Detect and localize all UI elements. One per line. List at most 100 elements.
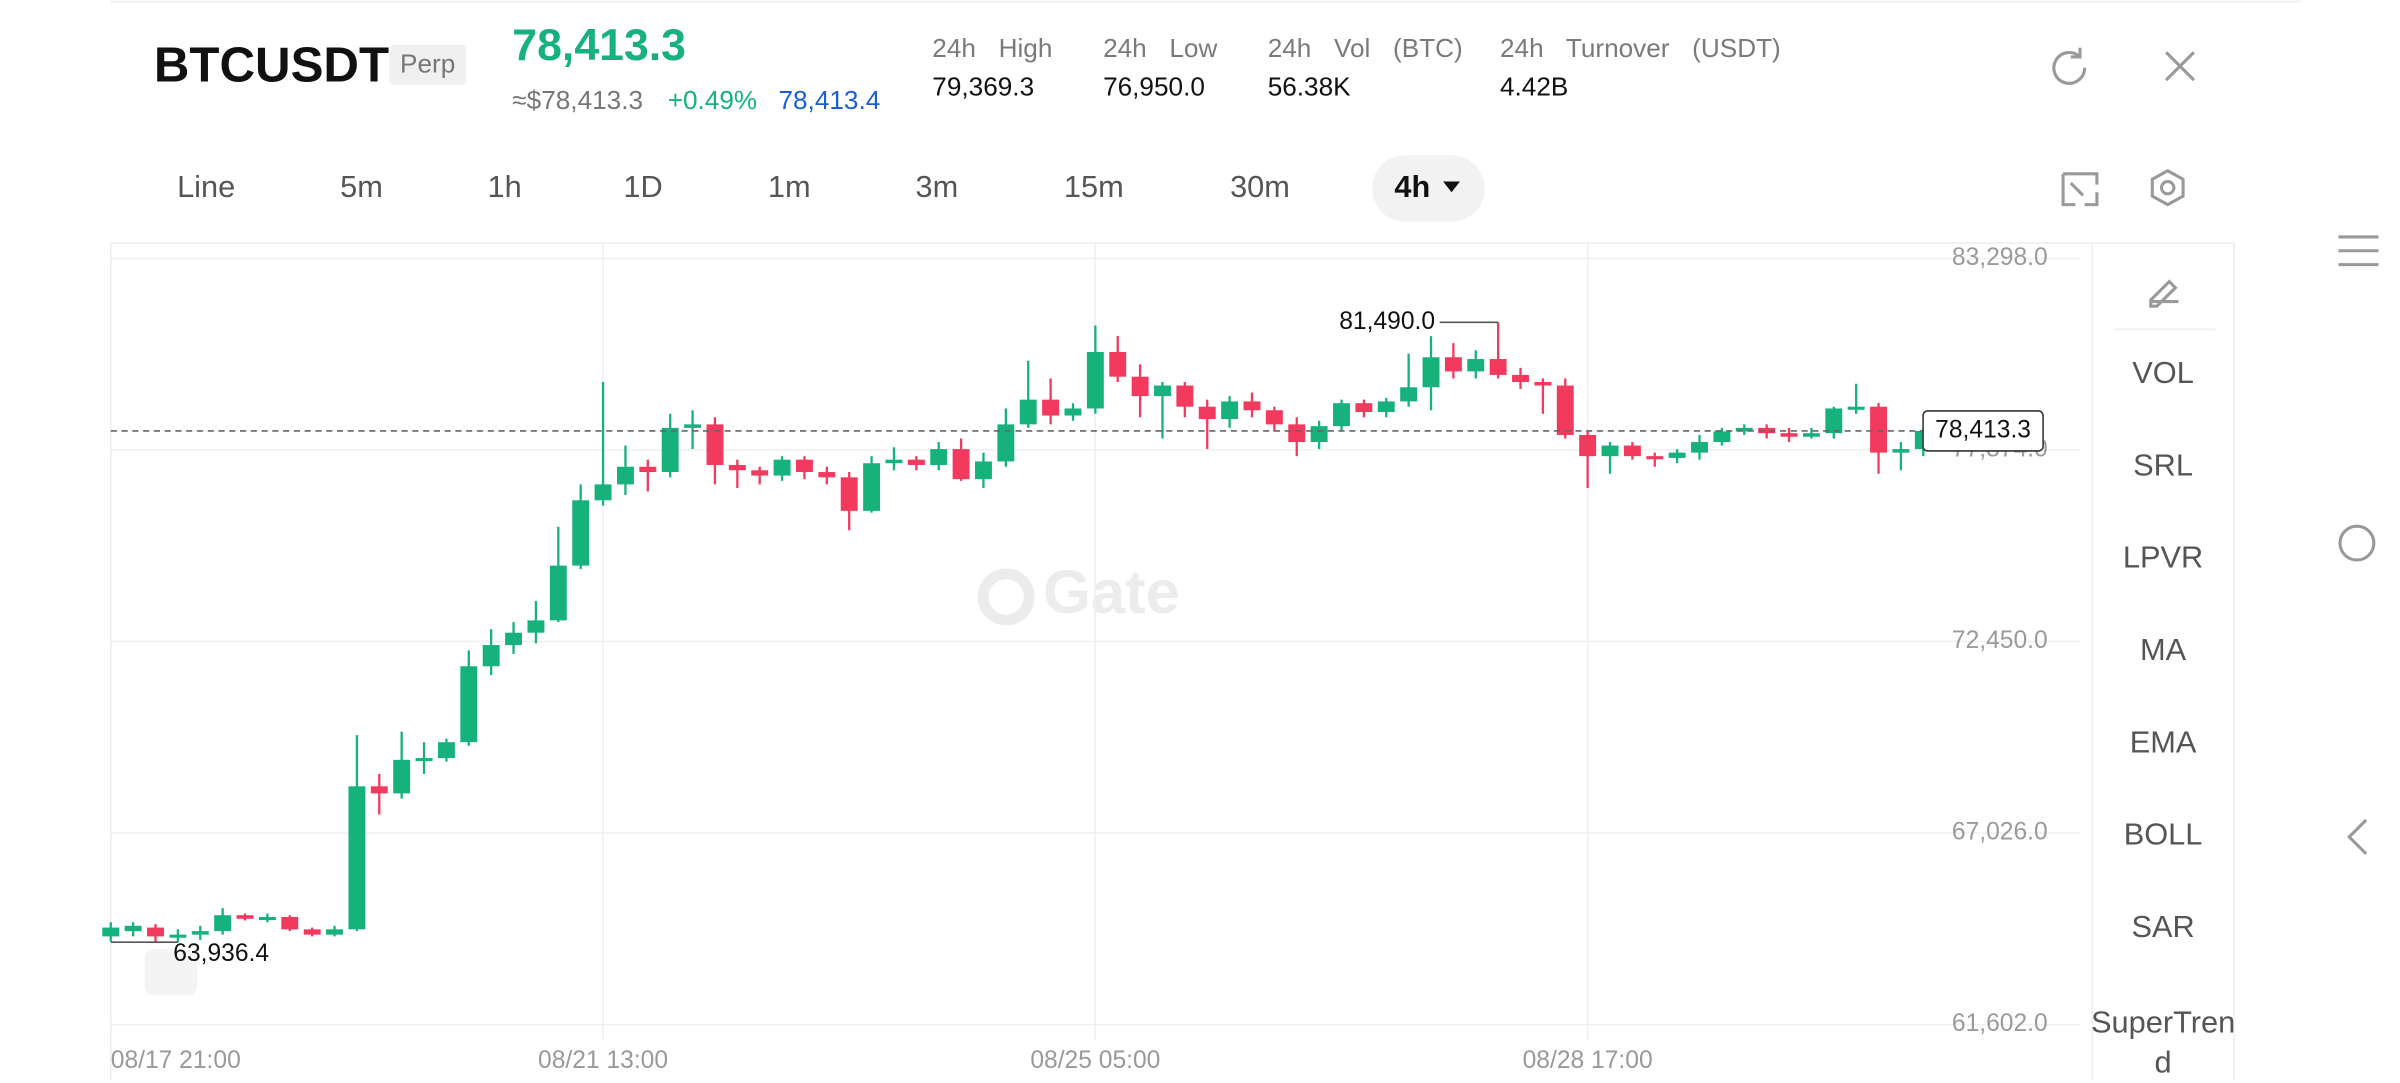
candle-body [1064,408,1082,416]
candle-body [549,565,567,621]
active-tab-bg [1372,155,1485,222]
screenshot-icon[interactable] [2061,172,2099,207]
candle-body [706,424,724,465]
candle-body [997,424,1015,462]
candle-body [1444,357,1462,372]
candle-body [1086,351,1104,409]
candle-body [818,472,836,478]
candle-body [460,666,478,743]
high-marker-label: 81,490.0 [1339,308,1435,335]
y-tick-label: 61,602.0 [1952,1010,2048,1037]
indicator-button[interactable]: EMA [2129,726,2197,761]
candle-body [1802,433,1820,437]
candle-body [415,758,433,762]
interval-tab[interactable]: 1D [623,170,663,205]
candle-body [840,477,858,511]
y-tick-label: 83,298.0 [1952,244,2048,271]
candle-body [1847,406,1865,410]
candle-body [1489,359,1507,375]
candle-body [1579,434,1597,457]
candle-body [1758,427,1776,434]
home-icon[interactable] [2338,524,2376,562]
x-tick-label: 08/21 13:00 [538,1047,668,1074]
refresh-icon[interactable] [2052,47,2087,85]
x-tick-label: 08/28 17:00 [1523,1047,1653,1074]
candle-body [1109,351,1127,377]
candle-body [1355,403,1373,413]
candle-body [1668,452,1686,458]
candle-body [1154,385,1171,397]
x-tick-label: 08/17 21:00 [111,1047,241,1074]
indicator-button[interactable]: SRL [2133,449,2194,484]
interval-tab[interactable]: 15m [1063,170,1124,205]
interval-tab[interactable]: 1m [767,170,811,205]
stat-label: 24h Vol (BTC) [1267,33,1463,64]
interval-tab[interactable]: 3m [915,170,959,205]
interval-tab[interactable]: Line [177,170,236,205]
interval-tab[interactable]: 5m [340,170,383,205]
symbol[interactable]: BTCUSDT [153,36,390,93]
back-icon[interactable] [2347,818,2368,855]
interval-tab[interactable]: 4h [1394,170,1431,205]
x-tick-label: 08/25 05:00 [1030,1047,1160,1074]
draw-icon[interactable] [2149,279,2179,308]
menu-icon[interactable] [2338,235,2379,267]
candle-body [930,449,948,465]
last-price-label: 78,413.3 [1935,416,2031,443]
candle-body [1646,456,1664,460]
stat-label: 24h Turnover (USDT) [1500,33,1781,64]
candle-body [281,916,299,930]
stat-value: 4.42B [1500,72,1569,102]
stat-label: 24h Low [1103,33,1218,64]
candle-body [594,484,612,501]
candle-body [1042,399,1060,416]
candle-body [1623,445,1641,457]
indicator-button[interactable]: BOLL [2123,818,2203,853]
candle-body [1512,374,1529,382]
candle-body [303,929,321,935]
candle-body [684,424,702,428]
interval-tab[interactable]: 30m [1230,170,1290,205]
contract-tag: Perp [389,44,467,85]
candle-body [527,620,545,633]
indicator-button[interactable]: LPVR [2122,541,2204,576]
candle-body [214,915,232,932]
candle-body [1400,387,1418,402]
watermark-logo [977,568,1035,626]
candle-body [370,786,388,794]
chart-frame [110,242,2235,1081]
price-change: +0.49% [667,86,758,116]
candle-body [975,461,992,480]
candle-body [1870,406,1888,453]
candle-body [1243,401,1261,411]
indicator-button[interactable]: SAR [2131,910,2195,945]
candle-body [661,427,679,473]
stat-value: 79,369.3 [932,72,1035,102]
candle-body [1131,376,1149,397]
icons [2052,47,2379,855]
dropdown-arrow [1443,181,1461,193]
candle-body [1780,433,1798,437]
indicator-button[interactable]: SuperTrend [2090,1006,2236,1081]
settings-icon[interactable] [2150,169,2185,207]
interval-tab[interactable]: 1h [487,170,522,205]
y-tick-label: 72,450.0 [1952,627,2048,654]
candle-body [1422,357,1440,388]
candle-body [1735,427,1753,432]
price-usd: ≈$78,413.3 [512,86,644,116]
candle-body [258,916,276,921]
candle-body [147,927,164,937]
candle-body [773,459,791,476]
candle-body [1221,401,1239,420]
indicator-button[interactable]: MA [2140,633,2187,668]
candle-body [863,463,881,511]
candle-body [191,931,209,935]
candle-body [169,934,187,938]
close-icon[interactable] [2165,51,2195,82]
indicator-button[interactable]: VOL [2132,356,2194,391]
last-price: 78,413.3 [512,21,686,71]
candle-body [1825,408,1843,434]
candle-body [639,466,657,473]
candle-body [102,927,120,937]
